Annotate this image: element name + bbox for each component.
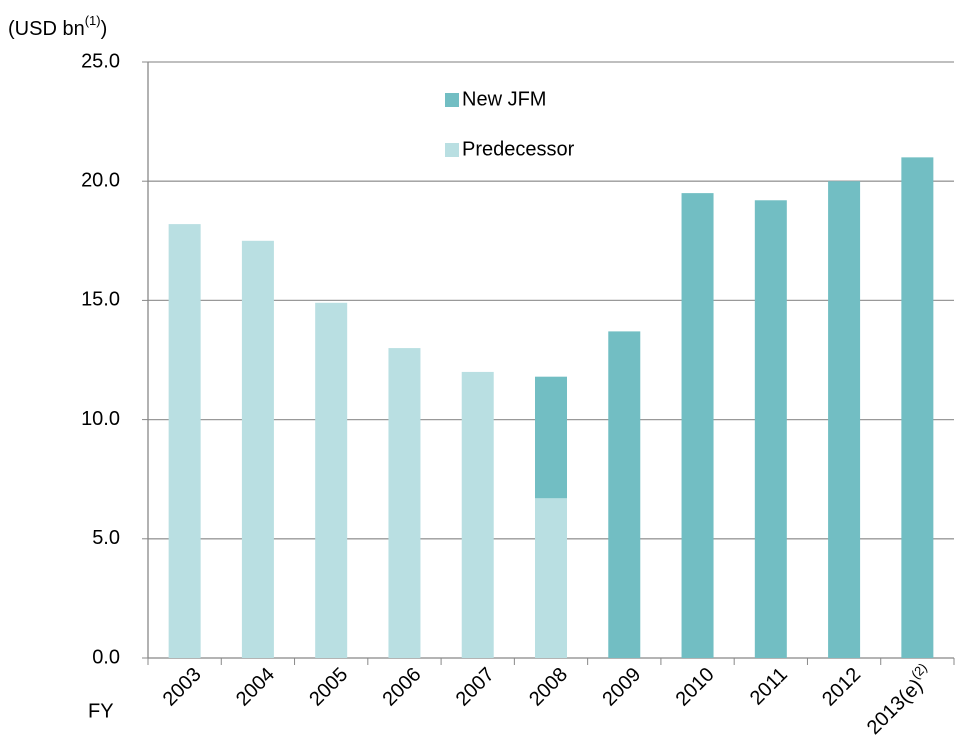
y-tick-label: 0.0 — [92, 646, 120, 668]
x-tick-text: 2005 — [305, 664, 352, 711]
x-tick-text: 2010 — [672, 664, 719, 711]
x-tick-label: 2006 — [379, 664, 426, 711]
bar — [681, 193, 714, 658]
bar — [168, 224, 201, 658]
legend-label: Predecessor — [462, 138, 575, 160]
x-tick-label: 2008 — [525, 664, 572, 711]
x-tick-text: 2006 — [379, 664, 426, 711]
y-tick-label: 20.0 — [81, 169, 120, 191]
bar — [461, 371, 494, 658]
y-tick-label: 25.0 — [81, 50, 120, 72]
y-tick-label: 5.0 — [92, 527, 120, 549]
x-tick-label: 2010 — [672, 664, 719, 711]
bar — [535, 498, 567, 658]
x-tick-label: 2007 — [452, 664, 499, 711]
y-tick-label: 10.0 — [81, 408, 120, 430]
bar — [388, 348, 421, 658]
bar — [828, 181, 861, 658]
bar — [608, 331, 641, 658]
legend-label: New JFM — [462, 88, 546, 110]
x-tick-label: 2009 — [599, 664, 646, 711]
legend-swatch — [445, 93, 459, 107]
bar — [535, 376, 567, 499]
y-tick-label: 15.0 — [81, 289, 120, 311]
bar — [241, 240, 274, 659]
x-tick-label: 2012 — [818, 664, 865, 711]
x-tick-text: 2003 — [159, 664, 206, 711]
x-tick-label: 2011 — [746, 664, 792, 710]
x-tick-label: 2013(e)(2) — [860, 660, 939, 739]
legend-swatch — [445, 143, 459, 157]
x-tick-text: 2012 — [818, 664, 865, 711]
bar — [901, 157, 934, 659]
bar — [754, 200, 787, 658]
y-axis-label: (USD bn(1)) — [8, 13, 107, 40]
bar — [315, 302, 348, 658]
x-tick-text: 2007 — [452, 664, 499, 711]
x-tick-label: 2005 — [305, 664, 352, 711]
x-tick-text: 2011 — [746, 664, 792, 710]
x-tick-text: 2013(e) — [863, 675, 927, 739]
x-tick-text: 2004 — [232, 664, 279, 711]
x-tick-label: 2003 — [159, 664, 206, 711]
x-tick-text: 2008 — [525, 664, 572, 711]
x-tick-label: 2004 — [232, 664, 279, 711]
x-tick-text: 2009 — [599, 664, 646, 711]
x-axis-label: FY — [88, 700, 114, 722]
